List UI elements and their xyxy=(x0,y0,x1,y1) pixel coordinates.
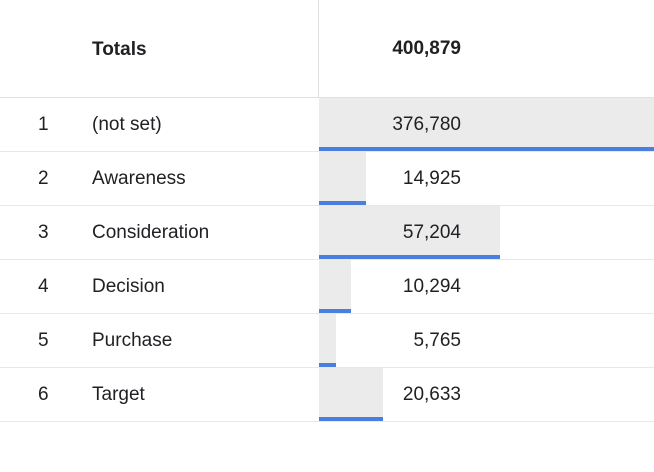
share-bar xyxy=(319,260,654,313)
row-label: Consideration xyxy=(92,222,210,243)
table-row[interactable]: 3 Consideration 57,204 xyxy=(0,206,654,260)
totals-value: 400,879 xyxy=(392,38,461,59)
share-bar-line xyxy=(319,147,654,151)
row-index: 4 xyxy=(38,276,49,297)
totals-label: Totals xyxy=(92,39,147,60)
row-label: Purchase xyxy=(92,330,173,351)
share-bar xyxy=(319,314,654,367)
share-bar-fill xyxy=(319,368,383,418)
data-table: Totals 400,879 1 (not set) 376,780 2 Awa… xyxy=(0,0,654,422)
share-bar xyxy=(319,152,654,205)
row-label: Target xyxy=(92,384,145,405)
share-bar-line xyxy=(319,309,351,313)
share-bar xyxy=(319,206,654,259)
row-value: 14,925 xyxy=(402,168,461,189)
table-row[interactable]: 2 Awareness 14,925 xyxy=(0,152,654,206)
row-value: 10,294 xyxy=(402,276,461,297)
row-value: 20,633 xyxy=(402,384,461,405)
share-bar-line xyxy=(319,417,383,421)
row-value: 376,780 xyxy=(392,114,461,135)
share-bar-fill xyxy=(319,206,500,256)
table-row[interactable]: 1 (not set) 376,780 xyxy=(0,98,654,152)
share-bar-fill xyxy=(319,260,351,310)
table-row[interactable]: 6 Target 20,633 xyxy=(0,368,654,422)
column-divider xyxy=(318,0,319,98)
share-bar-fill xyxy=(319,98,654,148)
share-bar-fill xyxy=(319,152,366,202)
table-row[interactable]: 4 Decision 10,294 xyxy=(0,260,654,314)
row-index: 5 xyxy=(38,330,49,351)
row-index: 2 xyxy=(38,168,49,189)
share-bar-line xyxy=(319,201,366,205)
row-index: 6 xyxy=(38,384,49,405)
share-bar xyxy=(319,98,654,151)
row-index: 3 xyxy=(38,222,49,243)
share-bar-line xyxy=(319,255,500,259)
row-label: Awareness xyxy=(92,168,186,189)
share-bar-line xyxy=(319,363,336,367)
row-value: 57,204 xyxy=(402,222,461,243)
share-bar-fill xyxy=(319,314,336,364)
row-index: 1 xyxy=(38,114,49,135)
row-value: 5,765 xyxy=(413,330,461,351)
row-label: (not set) xyxy=(92,114,162,135)
row-label: Decision xyxy=(92,276,165,297)
table-row[interactable]: 5 Purchase 5,765 xyxy=(0,314,654,368)
share-bar xyxy=(319,368,654,421)
totals-row: Totals 400,879 xyxy=(0,0,654,98)
